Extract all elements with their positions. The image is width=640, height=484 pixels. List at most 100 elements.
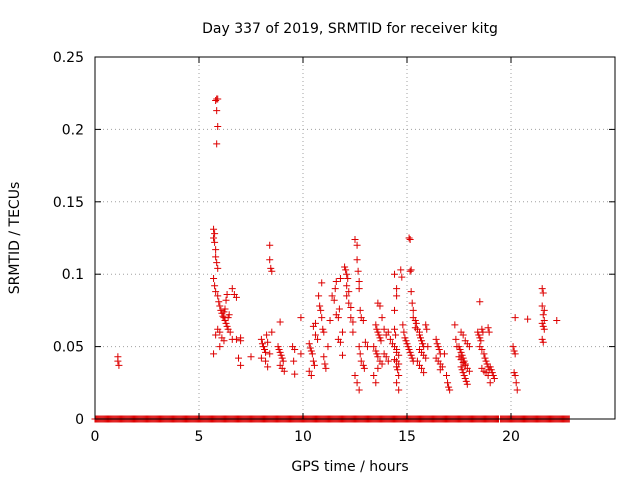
data-point (336, 338, 344, 346)
data-point (405, 234, 413, 242)
data-point (486, 379, 494, 387)
data-point (510, 369, 518, 377)
data-point (224, 314, 232, 322)
data-point (345, 299, 353, 307)
data-point (343, 292, 351, 300)
data-point (363, 343, 371, 351)
data-point (475, 331, 483, 339)
data-point (361, 338, 369, 346)
data-point (307, 347, 315, 355)
data-point (217, 306, 225, 314)
data-point (232, 335, 240, 343)
data-point (266, 241, 274, 249)
data-points (114, 95, 561, 394)
data-point (262, 348, 270, 356)
data-point (349, 328, 357, 336)
data-point (377, 337, 385, 345)
data-point (418, 364, 426, 372)
data-point (223, 290, 231, 298)
data-point (461, 374, 469, 382)
data-point (291, 345, 299, 353)
data-point (214, 292, 222, 300)
data-point (278, 354, 286, 362)
data-point (401, 334, 409, 342)
data-point (456, 345, 464, 353)
x-tick-label: 5 (195, 429, 204, 445)
data-point (334, 314, 342, 322)
data-point (212, 253, 220, 261)
data-point (213, 259, 221, 267)
data-point (406, 235, 414, 243)
data-point (538, 319, 546, 327)
data-point (433, 340, 441, 348)
data-point (214, 123, 222, 131)
data-point (343, 282, 351, 290)
x-axis-label: GPS time / hours (291, 459, 408, 475)
data-point (210, 275, 218, 283)
data-point (400, 328, 408, 336)
data-point (257, 354, 265, 362)
data-point (435, 345, 443, 353)
data-point (359, 317, 367, 325)
data-point (259, 343, 267, 351)
data-point (380, 325, 388, 333)
data-point (478, 345, 486, 353)
data-point (306, 344, 314, 352)
data-point (280, 367, 288, 375)
data-point (415, 331, 423, 339)
x-tick-label: 20 (502, 429, 520, 445)
data-point (374, 328, 382, 336)
data-point (510, 347, 518, 355)
data-point (465, 343, 473, 351)
data-point (395, 386, 403, 394)
data-point (460, 357, 468, 365)
data-point (342, 266, 350, 274)
data-point (393, 363, 401, 371)
data-point (210, 234, 218, 242)
data-point (221, 305, 229, 313)
data-point (355, 277, 363, 285)
data-point (384, 328, 392, 336)
data-point (511, 314, 519, 322)
data-point (373, 325, 381, 333)
data-point (216, 302, 224, 310)
data-point (211, 282, 219, 290)
y-tick-label: 0.2 (62, 122, 84, 138)
data-point (370, 372, 378, 380)
data-point (351, 372, 359, 380)
data-point (538, 285, 546, 293)
data-point (458, 351, 466, 359)
data-point (409, 306, 417, 314)
x-tick-label: 10 (294, 429, 312, 445)
data-point (418, 337, 426, 345)
data-point (424, 343, 432, 351)
data-point (277, 351, 285, 359)
data-point (393, 285, 401, 293)
data-point (326, 317, 334, 325)
plot-frame (94, 56, 616, 420)
data-point (328, 292, 336, 300)
data-point (374, 353, 382, 361)
data-point (345, 288, 353, 296)
data-point (480, 350, 488, 358)
data-point (335, 305, 343, 313)
data-point (355, 343, 363, 351)
data-point (355, 285, 363, 293)
data-point (216, 343, 224, 351)
data-point (375, 331, 383, 339)
data-point (213, 107, 221, 115)
chart-title: Day 337 of 2019, SRMTID for receiver kit… (202, 21, 498, 37)
data-point (322, 364, 330, 372)
data-point (347, 314, 355, 322)
data-point (465, 367, 473, 375)
data-point (274, 343, 282, 351)
data-point (258, 340, 266, 348)
data-point (279, 357, 287, 365)
data-point (320, 328, 328, 336)
data-point (320, 353, 328, 361)
data-point (211, 230, 219, 238)
data-point (213, 140, 221, 148)
data-point (212, 288, 220, 296)
data-point (305, 340, 313, 348)
data-point (297, 350, 305, 358)
